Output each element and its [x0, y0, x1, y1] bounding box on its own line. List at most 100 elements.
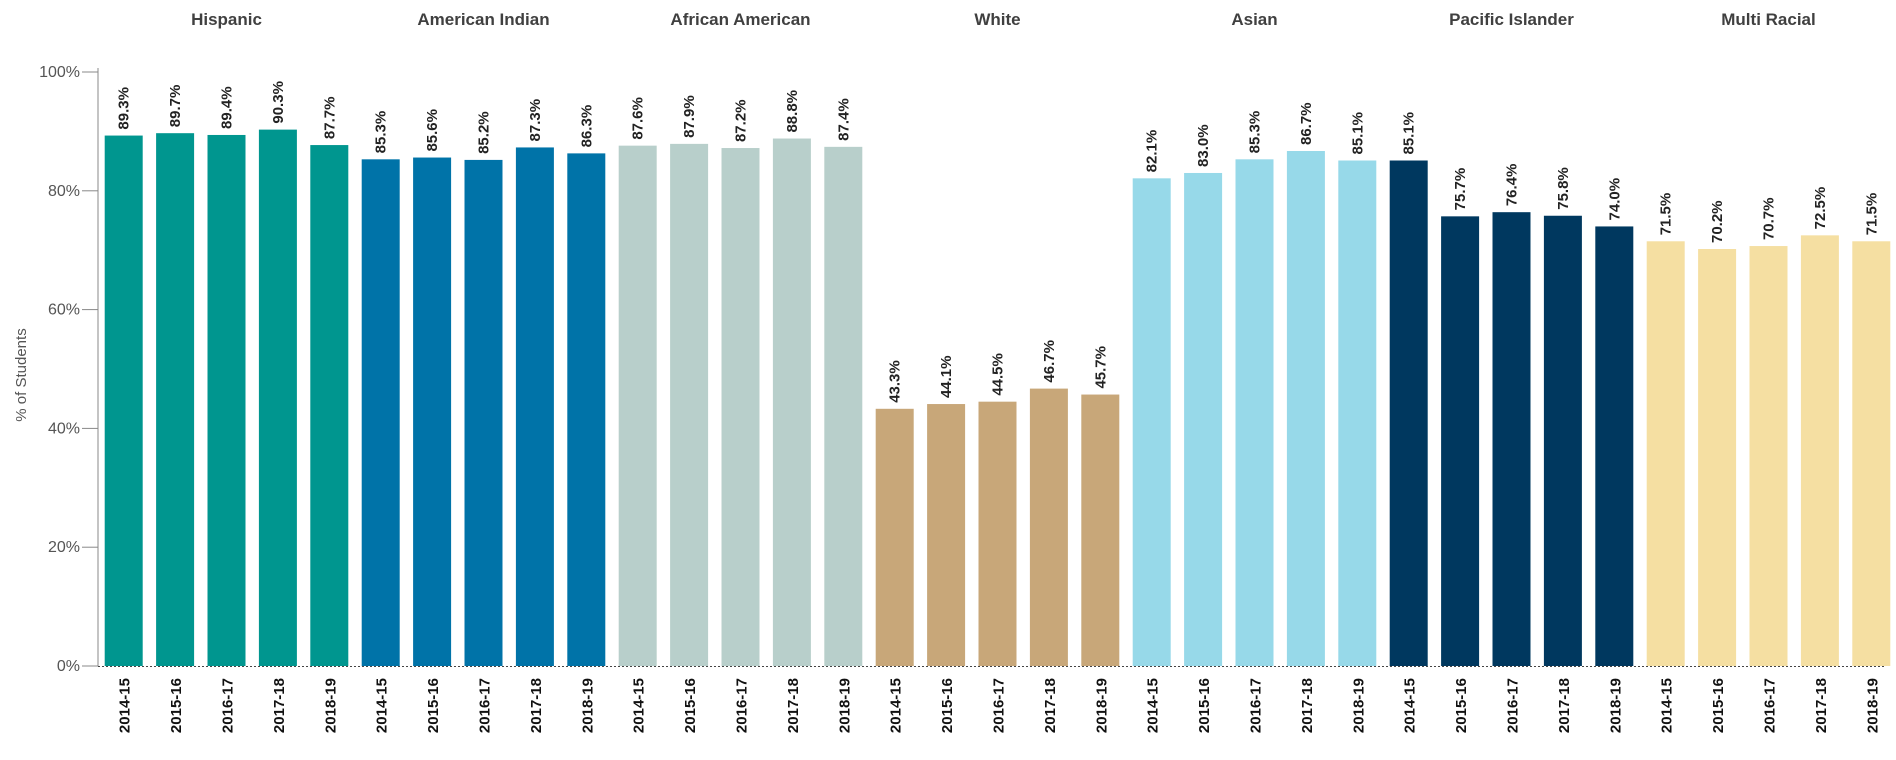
bar — [670, 143, 709, 666]
category-label: 2015-16 — [1196, 678, 1213, 733]
value-label: 45.7% — [1092, 346, 1109, 389]
value-label: 85.1% — [1349, 112, 1366, 155]
value-label: 75.7% — [1452, 168, 1469, 211]
category-label: 2018-19 — [1607, 678, 1624, 733]
bar — [1286, 151, 1325, 666]
category-label: 2018-19 — [579, 678, 596, 733]
category-label: 2015-16 — [425, 678, 442, 733]
value-label: 76.4% — [1504, 164, 1521, 207]
bar — [824, 146, 863, 666]
bar — [1389, 160, 1428, 667]
category-label: 2018-19 — [1093, 678, 1110, 733]
category-label: 2017-18 — [1556, 678, 1573, 733]
group-title: American Indian — [417, 10, 549, 29]
value-label: 71.5% — [1863, 193, 1880, 236]
value-label: 85.2% — [476, 111, 493, 154]
category-label: 2018-19 — [1864, 678, 1881, 733]
group-titles: Hispanic American Indian African American W… — [191, 10, 1816, 29]
value-label: 87.6% — [630, 97, 647, 140]
category-label: 2015-16 — [1453, 678, 1470, 733]
value-label: 88.8% — [784, 90, 801, 133]
category-label: 2017-18 — [1042, 678, 1059, 733]
value-label: 70.7% — [1761, 197, 1778, 240]
value-label: 87.4% — [835, 98, 852, 141]
category-label: 2016-17 — [734, 678, 751, 733]
value-label: 75.8% — [1555, 167, 1572, 210]
category-label: 2014-15 — [1402, 678, 1419, 733]
value-label: 89.4% — [219, 86, 236, 129]
category-label: 2015-16 — [682, 678, 699, 733]
value-label: 70.2% — [1709, 200, 1726, 243]
bar — [258, 129, 297, 667]
category-label: 2017-18 — [271, 678, 288, 733]
value-label: 44.5% — [990, 353, 1007, 396]
category-label: 2014-15 — [117, 678, 134, 733]
bars — [104, 129, 1891, 667]
category-label: 2017-18 — [785, 678, 802, 733]
value-label: 72.5% — [1812, 187, 1829, 230]
value-label: 87.2% — [733, 99, 750, 142]
bar — [1132, 178, 1171, 667]
bar — [567, 153, 606, 667]
y-tick-label: 40% — [48, 420, 80, 437]
group-title: Pacific Islander — [1449, 10, 1574, 29]
value-label: 85.1% — [1401, 112, 1418, 155]
category-label: 2016-17 — [991, 678, 1008, 733]
category-label: 2015-16 — [168, 678, 185, 733]
category-label: 2015-16 — [939, 678, 956, 733]
bar — [1543, 215, 1582, 667]
bar — [464, 159, 503, 667]
bar — [207, 134, 246, 667]
category-label: 2014-15 — [888, 678, 905, 733]
category-labels: 2014-15 2015-16 2016-17 2017-18 2018-19 2014-… — [117, 678, 1882, 733]
value-label: 86.3% — [578, 105, 595, 148]
bar — [1595, 226, 1634, 666]
bar — [927, 404, 966, 666]
value-label: 71.5% — [1658, 193, 1675, 236]
value-label: 89.3% — [116, 87, 133, 130]
value-label: 87.9% — [681, 95, 698, 138]
bar — [1800, 235, 1839, 666]
bar — [156, 133, 195, 666]
bar — [1081, 394, 1120, 666]
bar — [1646, 241, 1685, 667]
value-label: 83.0% — [1195, 124, 1212, 167]
category-label: 2016-17 — [1505, 678, 1522, 733]
group-title: African American — [670, 10, 810, 29]
category-label: 2017-18 — [1813, 678, 1830, 733]
bar — [1184, 172, 1223, 667]
bar — [104, 135, 143, 667]
category-label: 2016-17 — [1762, 678, 1779, 733]
category-label: 2016-17 — [477, 678, 494, 733]
category-label: 2017-18 — [528, 678, 545, 733]
value-label: 85.3% — [373, 111, 390, 154]
value-label: 82.1% — [1144, 130, 1161, 173]
bar — [1492, 212, 1531, 666]
bar — [1441, 216, 1480, 667]
bar — [413, 157, 452, 666]
value-label: 87.7% — [321, 97, 338, 140]
category-label: 2018-19 — [836, 678, 853, 733]
value-label: 85.3% — [1247, 111, 1264, 154]
category-label: 2016-17 — [220, 678, 237, 733]
category-label: 2014-15 — [1659, 678, 1676, 733]
bar — [618, 145, 657, 666]
category-label: 2015-16 — [1710, 678, 1727, 733]
group-title: White — [974, 10, 1020, 29]
value-label: 43.3% — [887, 360, 904, 403]
y-tick-label: 20% — [48, 539, 80, 556]
bar — [1338, 160, 1377, 667]
value-label: 46.7% — [1041, 340, 1058, 383]
category-label: 2014-15 — [631, 678, 648, 733]
value-label: 85.6% — [424, 109, 441, 152]
bar — [515, 147, 554, 667]
category-label: 2014-15 — [374, 678, 391, 733]
value-label: 44.1% — [938, 355, 955, 398]
bar — [1749, 246, 1788, 667]
bar — [875, 408, 914, 666]
value-label: 86.7% — [1298, 102, 1315, 145]
y-tick-label: 80% — [48, 183, 80, 200]
group-title: Hispanic — [191, 10, 262, 29]
category-label: 2018-19 — [1350, 678, 1367, 733]
category-label: 2018-19 — [322, 678, 339, 733]
